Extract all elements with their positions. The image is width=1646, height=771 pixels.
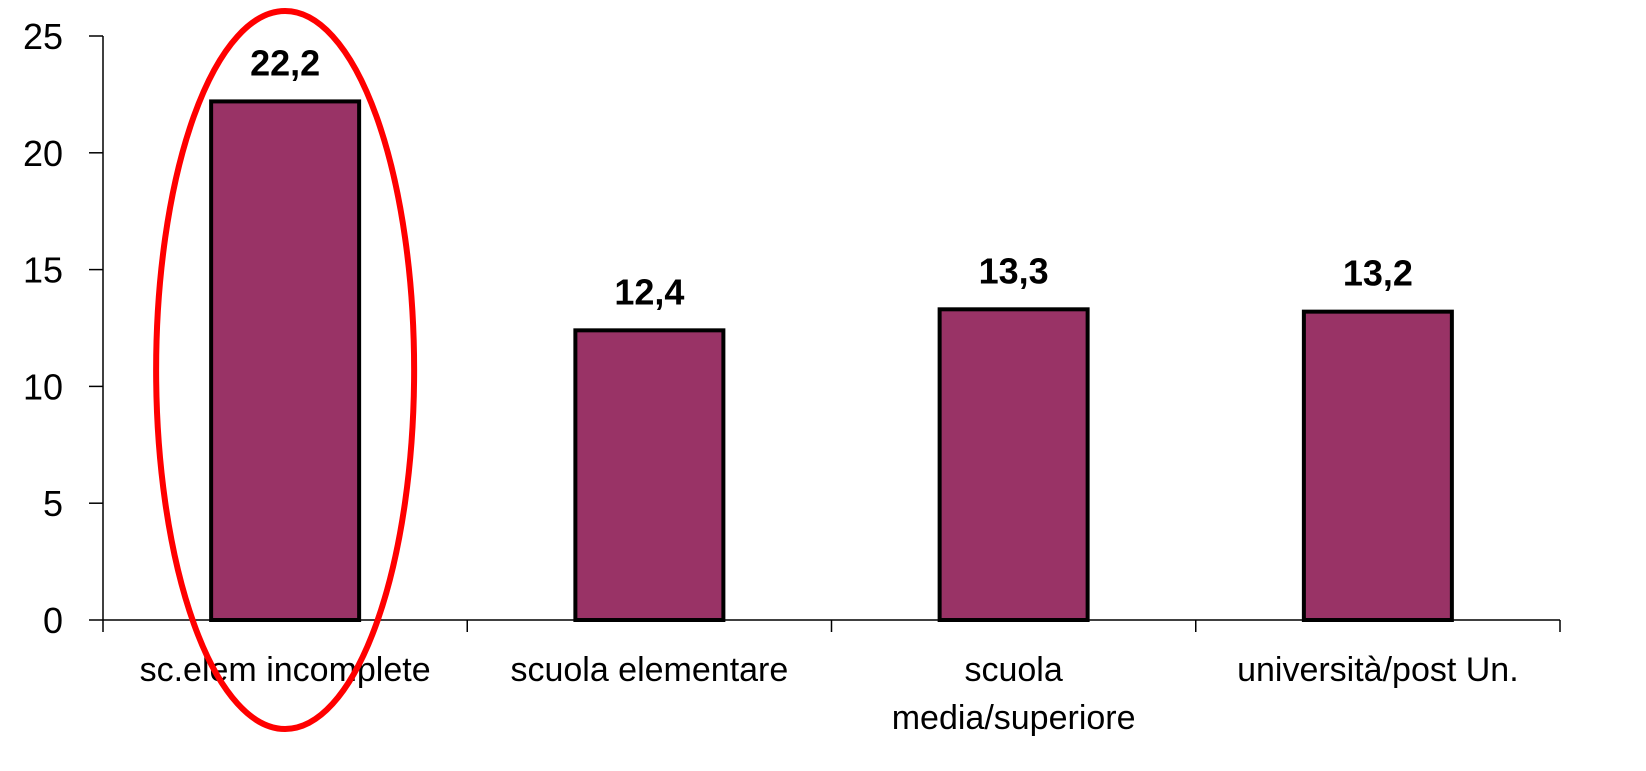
- bars: [209, 99, 1454, 622]
- bar-1: [573, 328, 726, 622]
- data-label-1: 12,4: [614, 271, 684, 312]
- category-label-2: scuola: [964, 651, 1062, 689]
- y-tick-label: 5: [43, 483, 63, 524]
- highlight-ellipse: [153, 8, 418, 732]
- data-label-3: 13,2: [1343, 253, 1413, 294]
- y-tick-label: 10: [23, 366, 63, 407]
- y-tick-label: 20: [23, 133, 63, 174]
- data-label-2: 13,3: [979, 250, 1049, 291]
- data-label-0: 22,2: [250, 42, 320, 83]
- bar-2: [937, 307, 1090, 622]
- bar-3: [1301, 309, 1454, 622]
- highlight-layer: [153, 8, 418, 732]
- bar-0: [209, 99, 362, 622]
- y-tick-label: 0: [43, 600, 63, 641]
- category-label-3: università/post Un.: [1237, 651, 1519, 689]
- y-axis: 0 5 10 15 20 25: [23, 16, 104, 641]
- y-tick-label: 25: [23, 16, 63, 57]
- data-labels: 22,2 12,4 13,3 13,2: [250, 42, 1413, 312]
- category-label-2: media/superiore: [892, 699, 1136, 737]
- category-labels: sc.elem incomplete scuola elementare scuol…: [140, 651, 1519, 737]
- y-tick-label: 15: [23, 250, 63, 291]
- category-label-0: sc.elem incomplete: [140, 651, 431, 689]
- category-label-1: scuola elementare: [510, 651, 788, 689]
